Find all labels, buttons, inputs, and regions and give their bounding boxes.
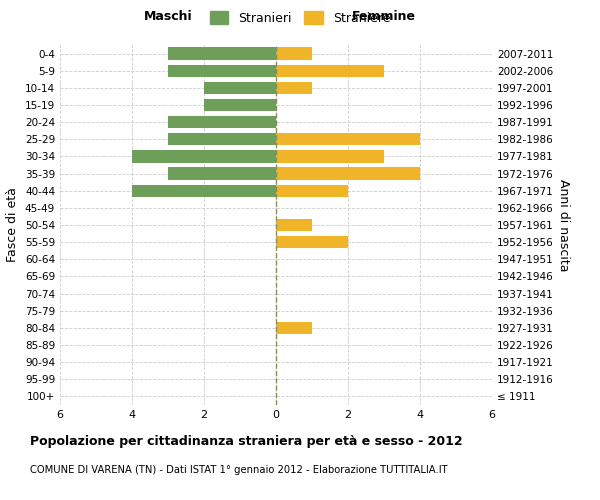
Text: Maschi: Maschi (143, 10, 193, 22)
Bar (276, 64, 384, 77)
Bar (168, 168, 276, 179)
Bar (168, 133, 276, 145)
Bar (132, 184, 276, 197)
Legend: Stranieri, Straniere: Stranieri, Straniere (209, 11, 391, 25)
Y-axis label: Fasce di età: Fasce di età (7, 188, 19, 262)
Text: COMUNE DI VARENA (TN) - Dati ISTAT 1° gennaio 2012 - Elaborazione TUTTITALIA.IT: COMUNE DI VARENA (TN) - Dati ISTAT 1° ge… (30, 465, 448, 475)
Bar (276, 184, 348, 197)
Bar (168, 48, 276, 60)
Bar (276, 133, 420, 145)
Bar (168, 116, 276, 128)
Text: Popolazione per cittadinanza straniera per età e sesso - 2012: Popolazione per cittadinanza straniera p… (30, 435, 463, 448)
Bar (132, 150, 276, 162)
Bar (168, 64, 276, 77)
Bar (276, 150, 384, 162)
Y-axis label: Anni di nascita: Anni di nascita (557, 179, 570, 271)
Bar (276, 168, 420, 179)
Bar (276, 236, 348, 248)
Bar (204, 82, 276, 94)
Text: Femmine: Femmine (352, 10, 416, 22)
Bar (276, 219, 312, 231)
Bar (276, 82, 312, 94)
Bar (276, 48, 312, 60)
Bar (276, 322, 312, 334)
Bar (204, 99, 276, 111)
